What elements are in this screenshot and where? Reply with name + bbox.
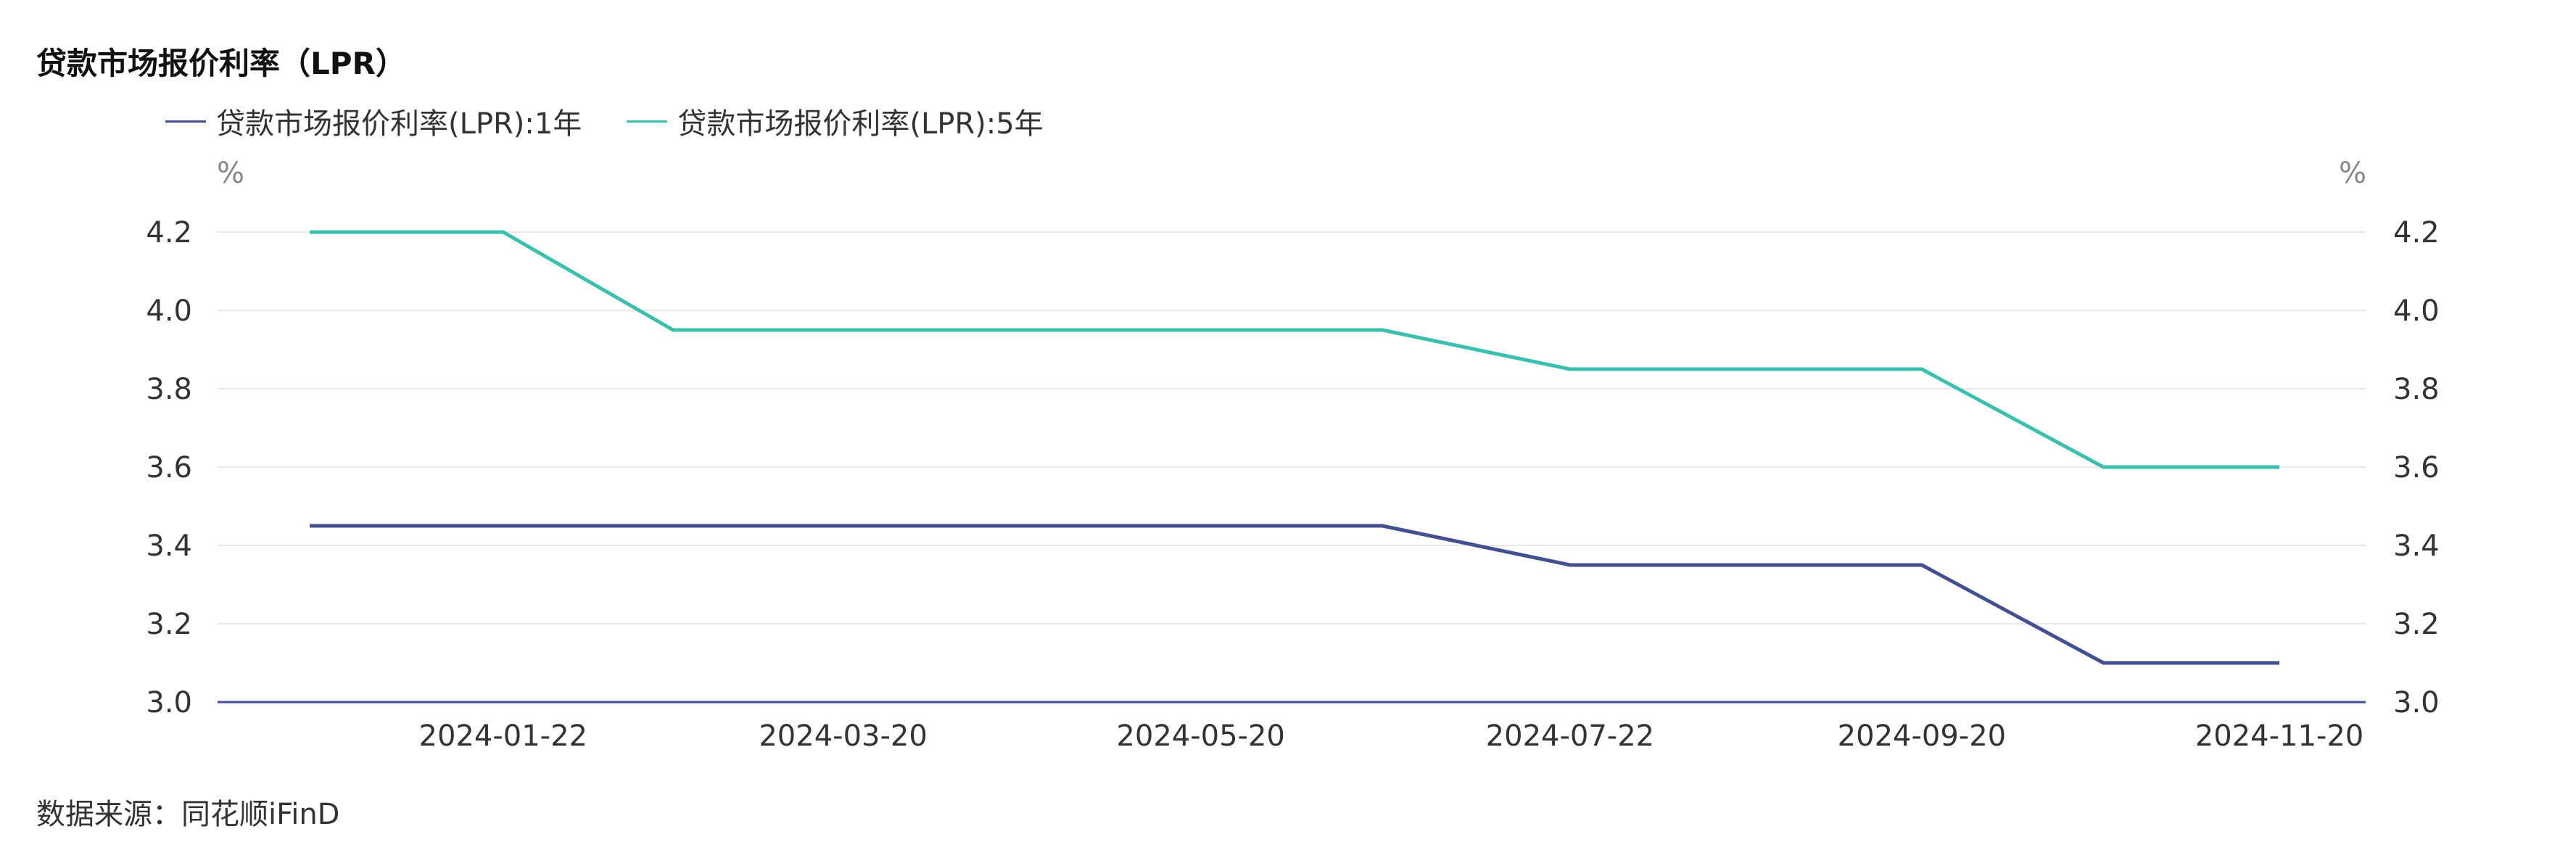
data-source-note: 数据来源：同花顺iFinD — [36, 798, 340, 831]
legend-item-5y[interactable]: 贷款市场报价利率(LPR):5年 — [627, 100, 1044, 142]
legend-item-1y[interactable]: 贷款市场报价利率(LPR):1年 — [165, 100, 582, 142]
y-tick-label-right: 3.6 — [2393, 451, 2440, 484]
x-tick-label: 2024-11-20 — [2195, 719, 2364, 753]
chart-legend: 贷款市场报价利率(LPR):1年 贷款市场报价利率(LPR):5年 — [165, 100, 1044, 142]
chart-title: 贷款市场报价利率（LPR） — [36, 46, 406, 81]
series-line-5y — [310, 230, 2279, 469]
y-tick-label-right: 4.0 — [2393, 294, 2440, 328]
series-line-1y — [310, 524, 2279, 665]
y-unit-right: % — [2339, 157, 2366, 190]
x-tick-label: 2024-05-20 — [1116, 719, 1284, 753]
legend-label-5y: 贷款市场报价利率(LPR):5年 — [677, 107, 1044, 141]
y-tick-label-left: 3.8 — [146, 373, 192, 406]
y-tick-label-left: 3.2 — [146, 608, 192, 641]
y-tick-label-right: 3.0 — [2393, 686, 2440, 719]
y-tick-label-right: 3.8 — [2393, 373, 2440, 406]
y-tick-label-left: 3.4 — [146, 529, 192, 563]
legend-label-1y: 贷款市场报价利率(LPR):1年 — [216, 107, 582, 141]
legend-swatch-5y — [627, 120, 668, 123]
x-tick-label: 2024-07-22 — [1486, 719, 1654, 753]
y-tick-label-right: 3.2 — [2393, 608, 2440, 641]
y-tick-label-right: 3.4 — [2393, 529, 2440, 563]
y-tick-label-left: 4.0 — [146, 294, 192, 328]
x-tick-label: 2024-01-22 — [419, 719, 587, 753]
y-unit-left: % — [217, 157, 244, 190]
y-tick-label-left: 3.0 — [146, 686, 192, 719]
y-tick-label-left: 4.2 — [146, 216, 192, 250]
x-tick-label: 2024-03-20 — [759, 719, 927, 753]
x-tick-label: 2024-09-20 — [1838, 719, 2006, 753]
legend-swatch-1y — [165, 120, 206, 123]
y-tick-label-left: 3.6 — [146, 451, 192, 484]
y-tick-label-right: 4.2 — [2393, 216, 2440, 250]
